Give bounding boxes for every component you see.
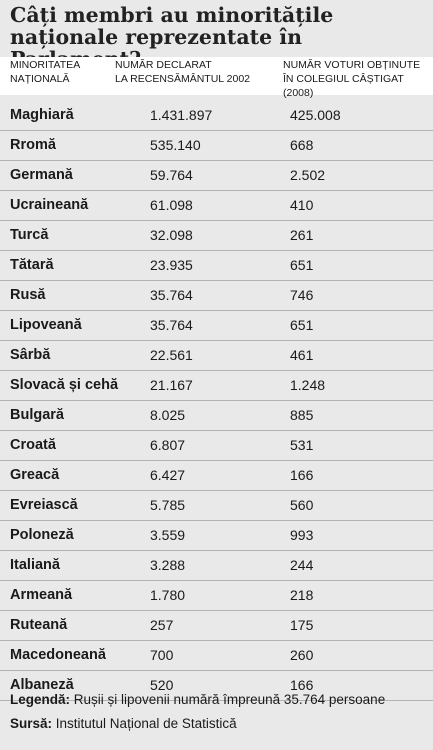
cell-votes: 885 <box>290 407 314 423</box>
table-header: MINORITATEA NAȚIONALĂ NUMĂR DECLARAT LA … <box>0 57 433 99</box>
table-row: Bulgară 8.025 885 <box>0 401 433 431</box>
cell-declared: 5.785 <box>150 497 186 513</box>
cell-minority: Rromă <box>10 137 56 153</box>
cell-votes: 651 <box>290 257 314 273</box>
header-declared: NUMĂR DECLARAT LA RECENSĂMÂNTUL 2002 <box>115 58 275 86</box>
cell-votes: 244 <box>290 557 314 573</box>
table-row: Rusă 35.764 746 <box>0 281 433 311</box>
cell-votes: 993 <box>290 527 314 543</box>
cell-declared: 1.780 <box>150 587 186 603</box>
table-body: Maghiară 1.431.897 425.008 Rromă 535.140 668 G… <box>0 101 433 701</box>
cell-minority: Maghiară <box>10 107 74 123</box>
cell-votes: 651 <box>290 317 314 333</box>
cell-minority: Sârbă <box>10 347 51 363</box>
cell-minority: Poloneză <box>10 527 74 543</box>
cell-votes: 531 <box>290 437 314 453</box>
cell-votes: 746 <box>290 287 314 303</box>
cell-declared: 257 <box>150 617 174 633</box>
cell-votes: 560 <box>290 497 314 513</box>
table-row: Ruteană 257 175 <box>0 611 433 641</box>
cell-minority: Macedoneană <box>10 647 106 663</box>
cell-votes: 1.248 <box>290 377 326 393</box>
legend-text: Rușii și lipovenii numără împreună 35.76… <box>70 692 386 707</box>
header-minority-line1: MINORITATEA <box>10 59 81 71</box>
source-note: Sursă: Institutul Național de Statistică <box>10 716 237 731</box>
cell-declared: 700 <box>150 647 174 663</box>
header-declared-line2: LA RECENSĂMÂNTUL 2002 <box>115 73 250 85</box>
cell-votes: 260 <box>290 647 314 663</box>
cell-declared: 35.764 <box>150 287 193 303</box>
cell-declared: 61.098 <box>150 197 193 213</box>
table-row: Italiană 3.288 244 <box>0 551 433 581</box>
source-label: Sursă: <box>10 716 53 731</box>
cell-minority: Albaneză <box>10 677 74 693</box>
cell-minority: Ucraineană <box>10 197 89 213</box>
cell-declared: 59.764 <box>150 167 193 183</box>
cell-declared: 21.167 <box>150 377 193 393</box>
header-votes: NUMĂR VOTURI OBȚINUTE ÎN COLEGIUL CÂȘTIG… <box>283 58 431 100</box>
cell-votes: 410 <box>290 197 314 213</box>
table-row: Evreiască 5.785 560 <box>0 491 433 521</box>
cell-minority: Germană <box>10 167 73 183</box>
table-row: Poloneză 3.559 993 <box>0 521 433 551</box>
legend-note: Legendă: Rușii și lipovenii numără împre… <box>10 692 385 707</box>
header-votes-line1: NUMĂR VOTURI OBȚINUTE <box>283 59 421 71</box>
cell-declared: 8.025 <box>150 407 186 423</box>
header-minority-line2: NAȚIONALĂ <box>10 73 70 85</box>
cell-votes: 261 <box>290 227 314 243</box>
cell-votes: 461 <box>290 347 314 363</box>
table-row: Ucraineană 61.098 410 <box>0 191 433 221</box>
cell-declared: 520 <box>150 677 174 693</box>
table-row: Macedoneană 700 260 <box>0 641 433 671</box>
cell-minority: Armeană <box>10 587 73 603</box>
header-minority: MINORITATEA NAȚIONALĂ <box>10 58 105 86</box>
table-row: Rromă 535.140 668 <box>0 131 433 161</box>
table-row: Armeană 1.780 218 <box>0 581 433 611</box>
source-text: Institutul Național de Statistică <box>52 716 237 731</box>
cell-minority: Rusă <box>10 287 46 303</box>
table-row: Albaneză 520 166 <box>0 671 433 701</box>
table-row: Greacă 6.427 166 <box>0 461 433 491</box>
cell-votes: 218 <box>290 587 314 603</box>
cell-votes: 166 <box>290 677 314 693</box>
cell-declared: 3.288 <box>150 557 186 573</box>
header-votes-line2: ÎN COLEGIUL CÂȘTIGAT (2008) <box>283 73 404 99</box>
cell-minority: Bulgară <box>10 407 64 423</box>
table-row: Maghiară 1.431.897 425.008 <box>0 101 433 131</box>
cell-declared: 1.431.897 <box>150 107 213 123</box>
legend-label: Legendă: <box>10 692 71 707</box>
cell-declared: 6.427 <box>150 467 186 483</box>
cell-minority: Tătară <box>10 257 54 273</box>
cell-votes: 2.502 <box>290 167 326 183</box>
header-declared-line1: NUMĂR DECLARAT <box>115 59 212 71</box>
cell-declared: 535.140 <box>150 137 201 153</box>
cell-declared: 32.098 <box>150 227 193 243</box>
cell-declared: 22.561 <box>150 347 193 363</box>
cell-minority: Croată <box>10 437 56 453</box>
cell-minority: Ruteană <box>10 617 68 633</box>
table-row: Tătară 23.935 651 <box>0 251 433 281</box>
cell-minority: Evreiască <box>10 497 78 513</box>
cell-votes: 175 <box>290 617 314 633</box>
table-row: Sârbă 22.561 461 <box>0 341 433 371</box>
cell-votes: 166 <box>290 467 314 483</box>
table-row: Turcă 32.098 261 <box>0 221 433 251</box>
cell-minority: Turcă <box>10 227 49 243</box>
cell-declared: 6.807 <box>150 437 186 453</box>
cell-minority: Slovacă și cehă <box>10 377 119 393</box>
cell-declared: 3.559 <box>150 527 186 543</box>
cell-declared: 23.935 <box>150 257 193 273</box>
cell-votes: 425.008 <box>290 107 341 123</box>
cell-votes: 668 <box>290 137 314 153</box>
table-row: Slovacă și cehă 21.167 1.248 <box>0 371 433 401</box>
cell-declared: 35.764 <box>150 317 193 333</box>
cell-minority: Greacă <box>10 467 60 483</box>
cell-minority: Lipoveană <box>10 317 82 333</box>
table-row: Lipoveană 35.764 651 <box>0 311 433 341</box>
table-row: Germană 59.764 2.502 <box>0 161 433 191</box>
table-row: Croată 6.807 531 <box>0 431 433 461</box>
cell-minority: Italiană <box>10 557 60 573</box>
